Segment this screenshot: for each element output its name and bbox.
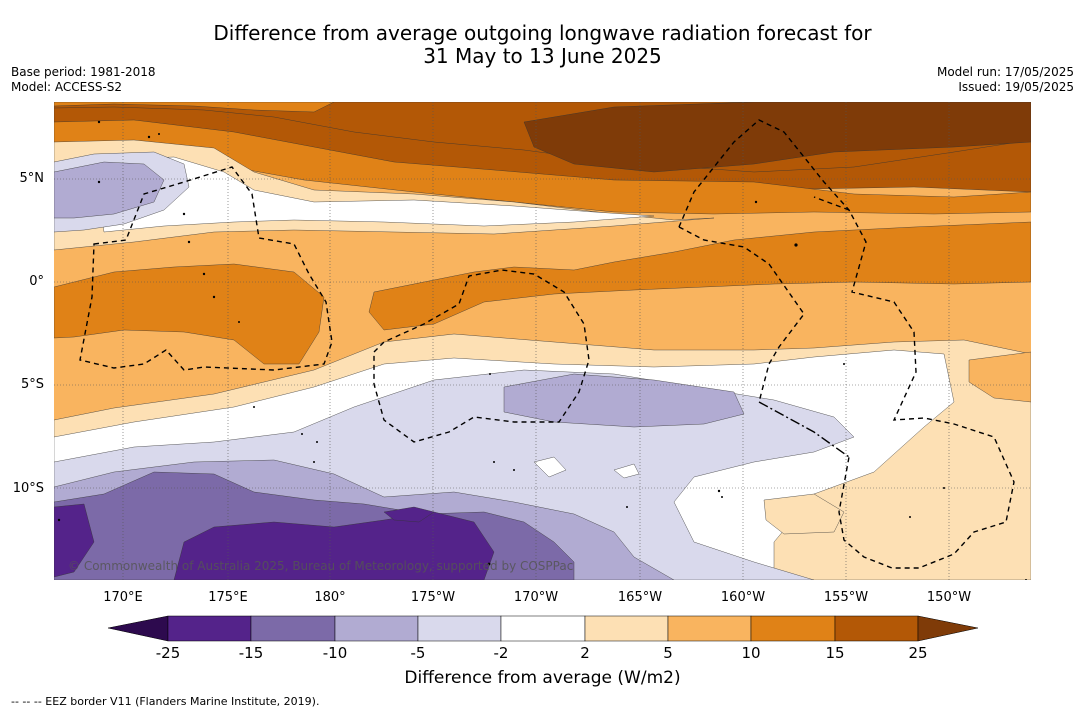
colorbar-max-extend — [917, 615, 978, 642]
colorbar-segment — [750, 615, 836, 642]
lon-label: 170°E — [103, 590, 143, 605]
model-name: Model: ACCESS-S2 — [11, 80, 123, 94]
lon-label: 175°W — [410, 590, 456, 605]
eez-borders — [79, 119, 1015, 569]
lon-label: 180° — [314, 590, 346, 605]
lon-label: 155°W — [823, 590, 869, 605]
title-line-2: 31 May to 13 June 2025 — [423, 44, 662, 68]
meta-left: Base period: 1981-2018 Model: ACCESS-S2 — [11, 65, 156, 95]
colorbar-tick: -2 — [493, 644, 509, 662]
colorbar-segment — [167, 615, 252, 642]
gridlines — [54, 102, 1031, 580]
lon-label: 150°W — [926, 590, 972, 605]
lat-label: 5°S — [20, 377, 44, 392]
colorbar-label: Difference from average (W/m2) — [404, 668, 681, 688]
colorbar-segment — [834, 615, 919, 642]
colorbar-min-extend — [108, 615, 169, 642]
colorbar-tick: -15 — [238, 644, 264, 662]
colorbar-segment — [667, 615, 752, 642]
lon-label: 160°W — [720, 590, 766, 605]
eez-legend-footnote: -- -- -- EEZ border V11 (Flanders Marine… — [11, 695, 320, 708]
lon-label: 170°W — [513, 590, 559, 605]
copyright-notice: © Commonwealth of Australia 2025, Bureau… — [68, 559, 574, 573]
lat-label: 10°S — [12, 481, 44, 496]
colorbar-segment — [250, 615, 336, 642]
colorbar-tick: 10 — [741, 644, 761, 662]
title-line-1: Difference from average outgoing longwav… — [213, 21, 872, 45]
colorbar-tick: -25 — [155, 644, 181, 662]
issued-date: Issued: 19/05/2025 — [958, 80, 1074, 94]
colorbar-tick: 5 — [663, 644, 673, 662]
base-period: Base period: 1981-2018 — [11, 65, 156, 79]
lon-label: 165°W — [617, 590, 663, 605]
colorbar-segment — [584, 615, 669, 642]
islands — [57, 120, 1027, 580]
meta-right: Model run: 17/05/2025 Issued: 19/05/2025 — [937, 65, 1074, 95]
chart-title: Difference from average outgoing longwav… — [0, 22, 1085, 68]
olr-anomaly-map — [54, 102, 1031, 580]
eez-border-segment — [758, 401, 850, 458]
colorbar-tick: -10 — [322, 644, 348, 662]
colorbar-segment — [500, 615, 586, 642]
colorbar-tick: -5 — [410, 644, 426, 662]
lon-label: 175°E — [208, 590, 248, 605]
model-run: Model run: 17/05/2025 — [936, 65, 1074, 79]
colorbar-segment — [334, 615, 419, 642]
lat-label: 0° — [29, 274, 44, 289]
colorbar-segment — [417, 615, 502, 642]
lat-label: 5°N — [19, 171, 45, 186]
colorbar-tick: 15 — [825, 644, 845, 662]
colorbar-tick: 2 — [580, 644, 590, 662]
colorbar — [108, 615, 978, 642]
colorbar-tick: 25 — [908, 644, 928, 662]
